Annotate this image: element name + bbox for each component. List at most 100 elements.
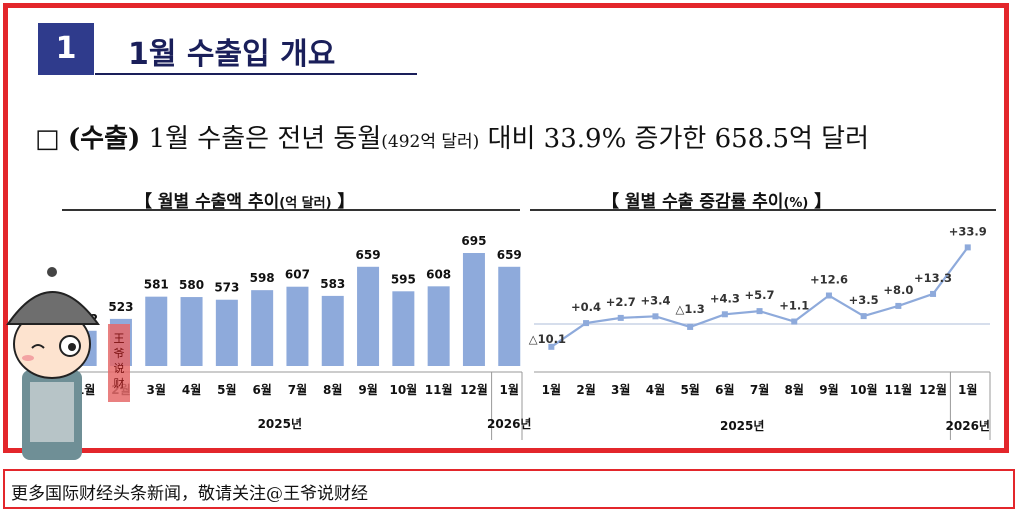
line-category-label-7: 8월 bbox=[785, 382, 804, 397]
left-chart-title-end: 】 bbox=[337, 192, 355, 212]
line-value-label-1: +0.4 bbox=[571, 300, 601, 314]
mascot-seal-char-3: 说 bbox=[114, 361, 125, 375]
line-point-12 bbox=[964, 244, 971, 251]
line-value-label-0: △10.1 bbox=[529, 332, 566, 346]
mascot-seal bbox=[108, 324, 130, 402]
mascot-seal-char-2: 爷 bbox=[114, 346, 125, 360]
line-point-3 bbox=[652, 313, 659, 320]
summary-line: □ (수출) 1월 수출은 전년 동월(492억 달러) 대비 33.9% 증가… bbox=[35, 118, 1000, 155]
line-category-label-12: 1월 bbox=[958, 382, 977, 397]
line-value-label-3: +3.4 bbox=[640, 293, 670, 307]
bar-value-label-6: 607 bbox=[285, 268, 310, 282]
mascot-hat-knob bbox=[47, 267, 57, 277]
line-category-label-3: 4월 bbox=[646, 382, 665, 397]
bar-5 bbox=[251, 290, 274, 366]
line-category-label-4: 5월 bbox=[680, 382, 699, 397]
bar-10 bbox=[427, 286, 450, 366]
line-point-7 bbox=[791, 318, 798, 325]
footer-banner: 更多国际财经头条新闻，敬请关注@王爷说财经 bbox=[3, 469, 1015, 509]
bar-value-label-8: 659 bbox=[356, 248, 381, 262]
line-value-label-2: +2.7 bbox=[606, 295, 636, 309]
bar-category-label-5: 6월 bbox=[252, 382, 271, 397]
section-title-underline bbox=[95, 73, 417, 75]
left-chart-title-main: 【 월별 수출액 추이 bbox=[135, 192, 280, 212]
line-value-label-12: +33.9 bbox=[949, 224, 987, 238]
bar-value-label-7: 583 bbox=[320, 277, 345, 291]
bar-category-label-9: 10월 bbox=[389, 382, 417, 397]
bar-value-label-2: 581 bbox=[144, 278, 169, 292]
bar-11 bbox=[462, 253, 485, 366]
line-value-label-7: +1.1 bbox=[779, 299, 809, 313]
line-point-9 bbox=[860, 313, 867, 320]
right-chart-title-end: 】 bbox=[814, 192, 832, 212]
mascot-cheek bbox=[22, 355, 34, 361]
line-category-label-2: 3월 bbox=[611, 382, 630, 397]
line-value-label-9: +3.5 bbox=[849, 293, 879, 307]
summary-text-1: 1월 수출은 전년 동월 bbox=[148, 124, 382, 154]
bar-6 bbox=[286, 286, 309, 366]
line-year-label-1: 2026년 bbox=[946, 419, 990, 433]
line-point-6 bbox=[756, 308, 763, 315]
bar-2 bbox=[145, 296, 168, 366]
line-point-5 bbox=[721, 311, 728, 318]
right-chart-title-rule bbox=[530, 209, 996, 211]
bar-value-label-12: 659 bbox=[497, 248, 522, 262]
bar-category-label-7: 8월 bbox=[323, 382, 342, 397]
line-chart: △10.1 1월 +0.4 2월 +2.7 3월 +3.4 4월 △1.3 5월 +4.3 6월 +5.… bbox=[529, 224, 991, 440]
mascot-sleeve bbox=[30, 382, 74, 442]
line-value-label-11: +13.3 bbox=[914, 271, 952, 285]
bar-category-label-11: 12월 bbox=[460, 382, 488, 397]
bar-8 bbox=[357, 266, 380, 366]
line-category-label-11: 12월 bbox=[919, 382, 947, 397]
line-point-1 bbox=[583, 320, 590, 327]
left-chart-title-unit: (억 달러) bbox=[279, 196, 332, 211]
summary-text-small: (492억 달러) bbox=[381, 132, 480, 152]
line-category-label-6: 7월 bbox=[750, 382, 769, 397]
line-value-label-10: +8.0 bbox=[883, 283, 913, 297]
right-chart-title-unit: (%) bbox=[783, 196, 809, 211]
line-point-8 bbox=[825, 292, 832, 299]
mascot-illustration: 王 爷 说 财 bbox=[6, 267, 130, 460]
bar-category-label-3: 4월 bbox=[182, 382, 201, 397]
right-chart-title-main: 【 월별 수출 증감률 추이 bbox=[602, 192, 784, 212]
section-title: 1월 수출입 개요 bbox=[128, 37, 336, 72]
mascot-pupil bbox=[68, 343, 76, 351]
bar-value-label-9: 595 bbox=[391, 272, 416, 286]
line-year-label-0: 2025년 bbox=[720, 419, 764, 433]
bar-value-label-4: 573 bbox=[214, 281, 239, 295]
bar-12 bbox=[498, 266, 521, 366]
bar-9 bbox=[392, 291, 415, 366]
mascot-eye-left-wink bbox=[31, 344, 45, 349]
line-value-label-6: +5.7 bbox=[745, 288, 775, 302]
line-category-label-9: 10월 bbox=[850, 382, 878, 397]
line-category-label-0: 1월 bbox=[542, 382, 561, 397]
line-value-label-4: △1.3 bbox=[676, 302, 705, 316]
line-point-11 bbox=[930, 290, 937, 297]
bar-value-label-11: 695 bbox=[461, 234, 486, 248]
report-frame bbox=[3, 3, 1009, 453]
right-chart-title: 【 월별 수출 증감률 추이(%) 】 bbox=[602, 187, 831, 212]
bar-value-label-5: 598 bbox=[250, 271, 275, 285]
mascot-hat bbox=[6, 291, 100, 325]
line-value-label-5: +4.3 bbox=[710, 291, 740, 305]
bar-category-label-2: 3월 bbox=[147, 382, 166, 397]
line-point-0 bbox=[548, 343, 555, 350]
line-point-10 bbox=[895, 302, 902, 309]
mascot-seal-char-4: 财 bbox=[114, 376, 125, 390]
checkbox-glyph: □ bbox=[35, 124, 60, 154]
footer-text: 更多国际财经头条新闻，敬请关注@王爷说财经 bbox=[11, 484, 368, 504]
line-category-label-1: 2월 bbox=[576, 382, 595, 397]
left-chart-title: 【 월별 수출액 추이(억 달러) 】 bbox=[135, 187, 354, 212]
bar-value-label-10: 608 bbox=[426, 267, 451, 281]
bar-category-label-10: 11월 bbox=[425, 382, 453, 397]
line-point-4 bbox=[687, 323, 694, 330]
line-point-2 bbox=[617, 314, 624, 321]
line-category-label-5: 6월 bbox=[715, 382, 734, 397]
bar-3 bbox=[180, 297, 203, 366]
bar-value-label-1: 523 bbox=[108, 300, 133, 314]
line-category-label-8: 9월 bbox=[819, 382, 838, 397]
bar-value-label-3: 580 bbox=[179, 278, 204, 292]
bar-category-label-6: 7월 bbox=[288, 382, 307, 397]
line-value-label-8: +12.6 bbox=[810, 273, 848, 287]
bar-year-label-0: 2025년 bbox=[258, 417, 302, 431]
